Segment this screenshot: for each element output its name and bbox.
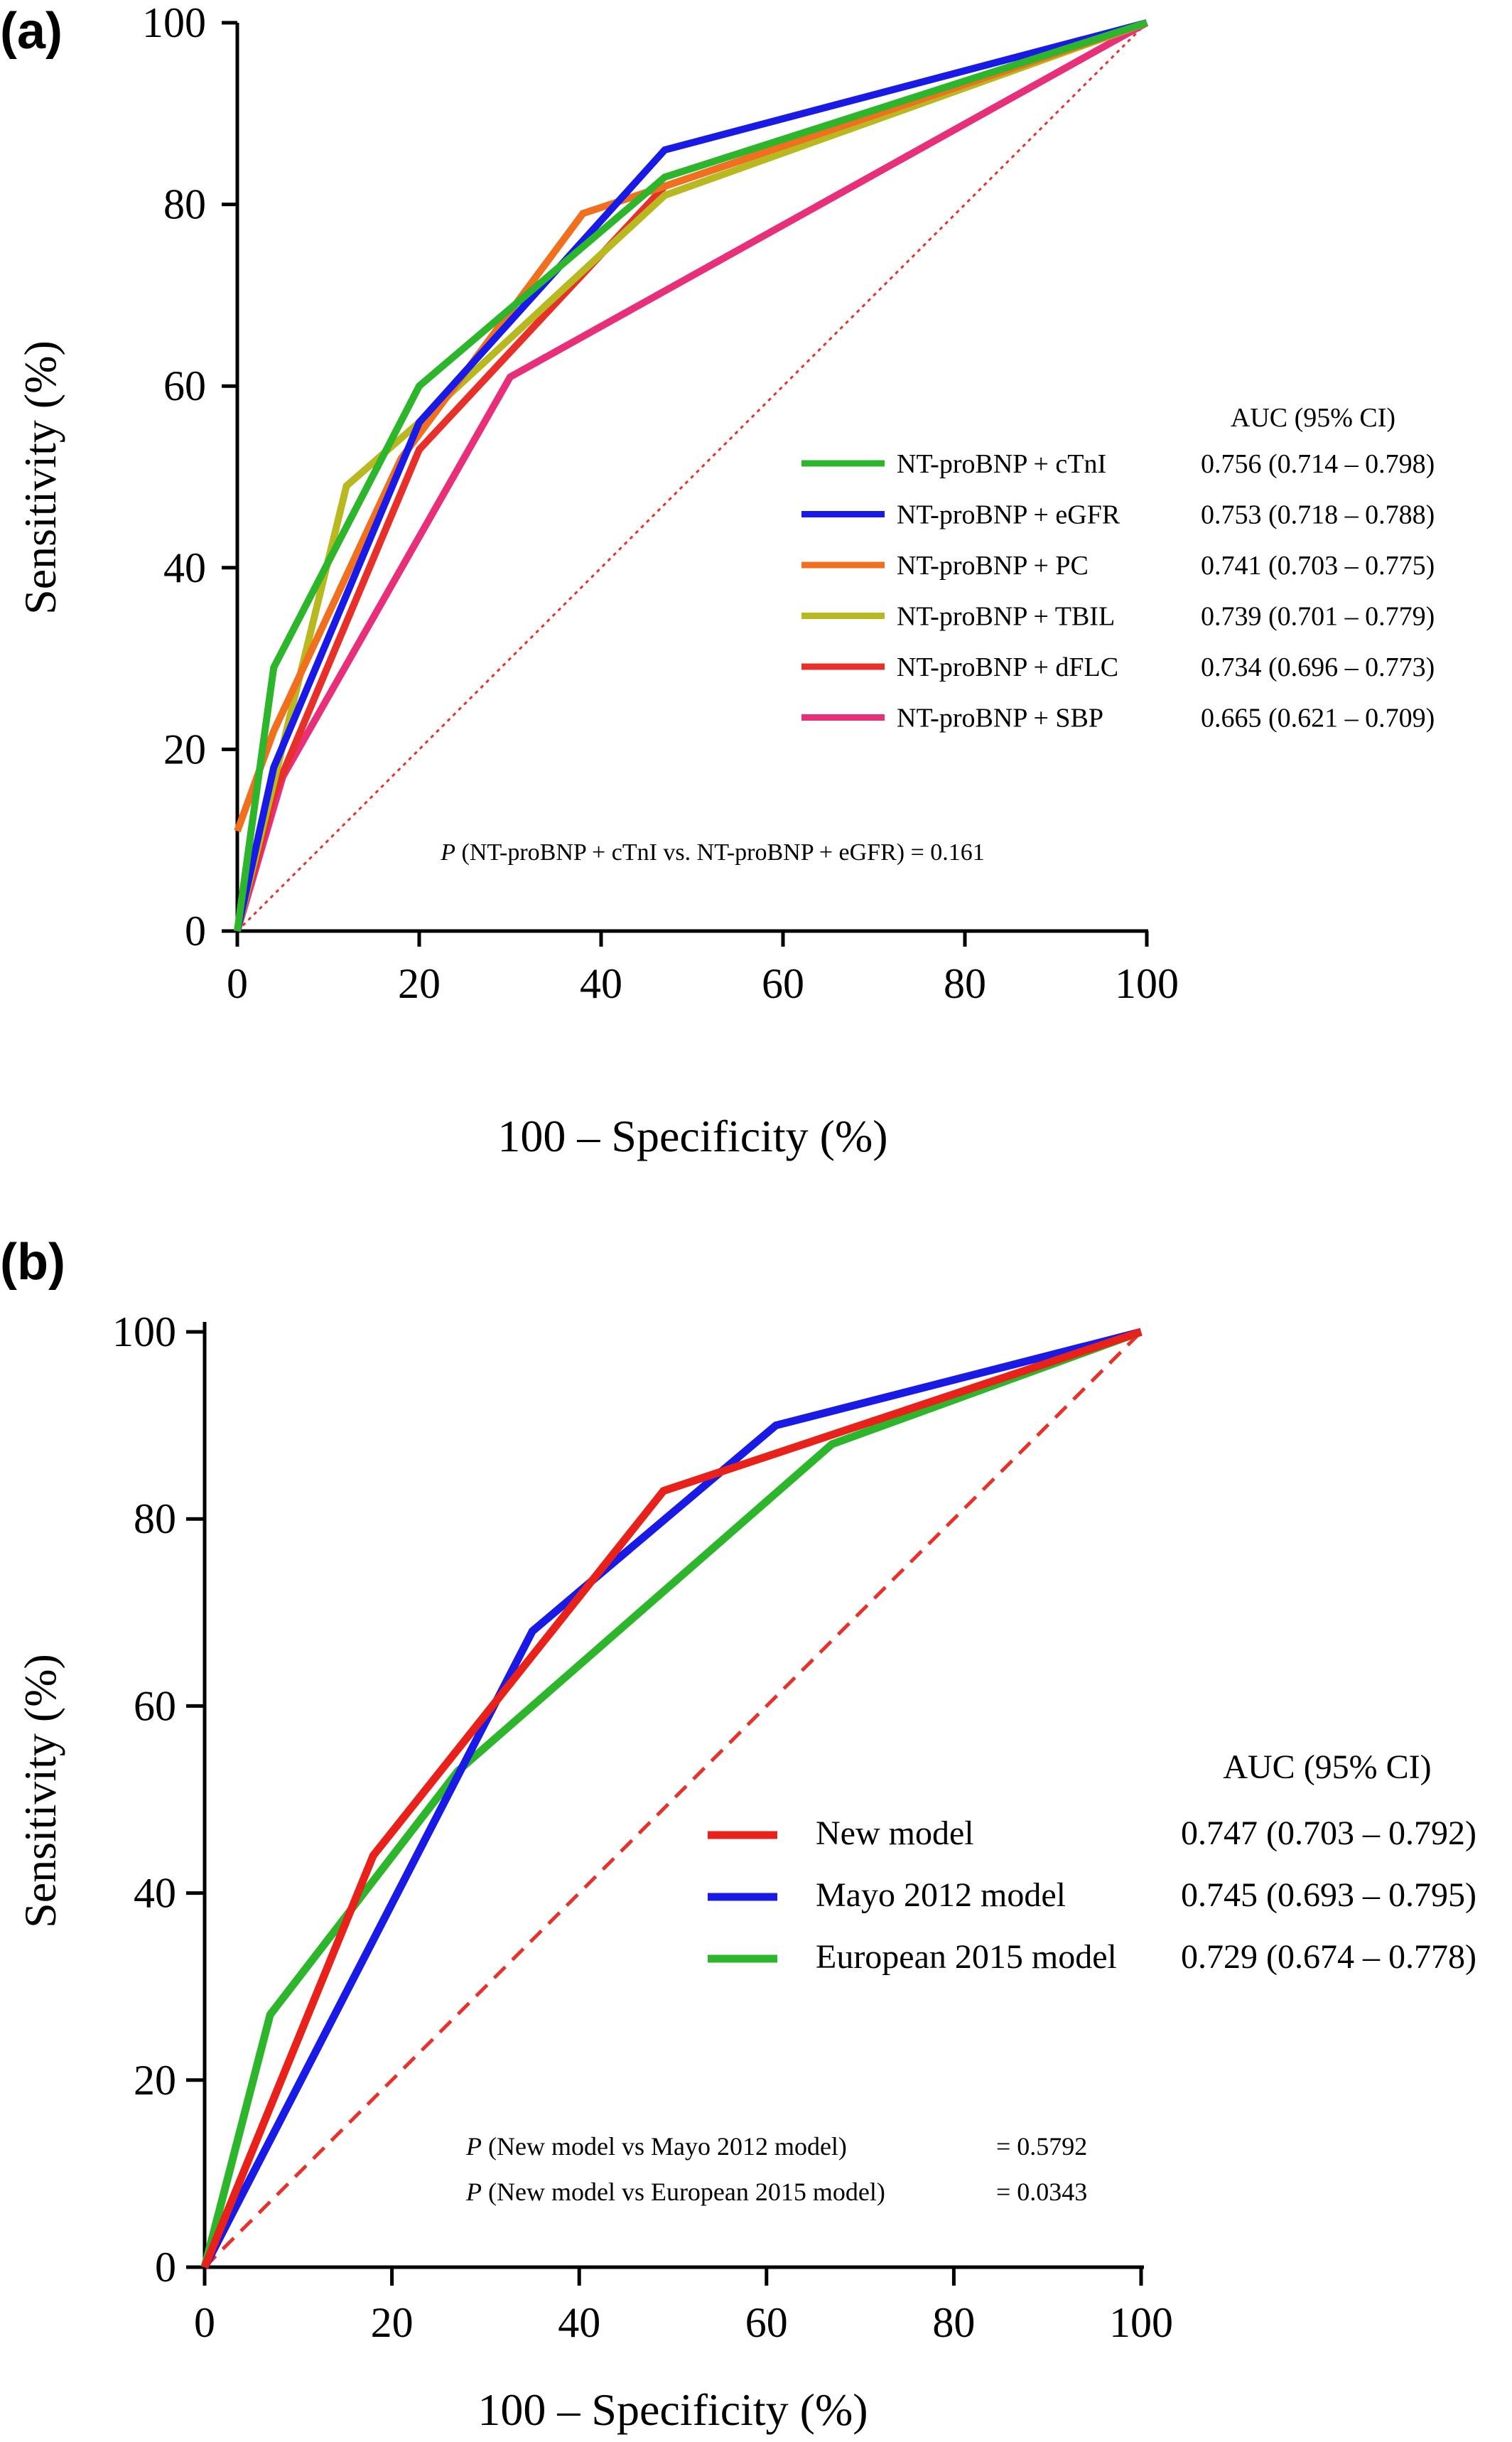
y-tick-label: 100: [142, 0, 206, 46]
y-tick-label: 20: [134, 2057, 176, 2104]
panel-a-x-axis-title: 100 – Specificity (%): [497, 1111, 887, 1161]
y-tick-label: 40: [163, 544, 206, 591]
panel-b-p-value-2: = 0.0343: [996, 2178, 1087, 2206]
legend-auc: 0.747 (0.703 – 0.792): [1181, 1814, 1476, 1852]
x-tick-label: 100: [1109, 2299, 1173, 2346]
panel-a-p-text: (NT-proBNP + cTnI vs. NT-proBNP + eGFR) …: [455, 839, 985, 866]
x-tick-label: 60: [745, 2299, 788, 2346]
legend-auc: 0.739 (0.701 – 0.779): [1201, 602, 1435, 632]
legend-item: NT-proBNP + SBP 0.665 (0.621 – 0.709): [801, 704, 1435, 733]
panel-b-y-axis-title: Sensitivity (%): [15, 1654, 65, 1928]
legend-item: NT-proBNP + cTnI 0.756 (0.714 – 0.798): [801, 449, 1435, 479]
panel-b-p2-text: (New model vs European 2015 model): [482, 2178, 885, 2206]
panel-a-legend: NT-proBNP + cTnI 0.756 (0.714 – 0.798)NT-…: [801, 449, 1435, 733]
y-tick-label: 60: [163, 362, 206, 409]
x-tick-label: 20: [371, 2299, 414, 2346]
legend-item: NT-proBNP + PC 0.741 (0.703 – 0.775): [801, 551, 1435, 581]
legend-label: NT-proBNP + PC: [897, 551, 1089, 581]
panel-b-reference-line: [203, 1330, 1143, 2269]
panel-a-y-axis-title: Sensitivity (%): [15, 340, 65, 615]
x-tick-label: 20: [398, 960, 441, 1007]
panel-b: (b) 0 20 40 60 80 100 0 20 40 60 80 100 Sensitivity…: [0, 1234, 1476, 2435]
legend-label: New model: [816, 1814, 974, 1852]
y-tick-label: 40: [134, 1870, 176, 1917]
legend-label: European 2015 model: [816, 1938, 1117, 1976]
panel-b-legend: New model 0.747 (0.703 – 0.792) Mayo 2012 …: [708, 1814, 1476, 1976]
legend-item: European 2015 model 0.729 (0.674 – 0.778): [708, 1938, 1476, 1976]
series-line-mayo-2012-model: [201, 1328, 1143, 2269]
panel-b-label: (b): [0, 1234, 65, 1291]
panel-b-p2-italic: P: [465, 2178, 482, 2206]
y-tick-label: 60: [134, 1682, 176, 1729]
series-line-nt-probnp-ctni: [234, 19, 1148, 932]
legend-auc: 0.753 (0.718 – 0.788): [1201, 500, 1435, 530]
panel-b-series-lines: [200, 1328, 1143, 2269]
panel-b-ticks: 0 20 40 60 80 100 0 20 40 60 80 100: [112, 1308, 1173, 2346]
series-line-new-model: [200, 1328, 1143, 2269]
panel-b-x-axis-title: 100 – Specificity (%): [477, 2384, 868, 2435]
panel-b-p-value-note-1: P (New model vs Mayo 2012 model): [465, 2132, 847, 2161]
legend-label: NT-proBNP + TBIL: [897, 602, 1115, 632]
legend-auc: 0.729 (0.674 – 0.778): [1181, 1938, 1476, 1976]
panel-b-axes: [202, 1322, 1144, 2269]
series-line-nt-probnp-egfr: [234, 19, 1148, 932]
legend-item: NT-proBNP + dFLC 0.734 (0.696 – 0.773): [801, 652, 1435, 682]
y-tick-label: 100: [112, 1308, 176, 1355]
legend-auc: 0.741 (0.703 – 0.775): [1201, 551, 1435, 581]
x-tick-label: 40: [558, 2299, 600, 2346]
panel-b-p1-italic: P: [465, 2132, 482, 2161]
panel-a: (a) 0 20 40 60 80 100 0 20 40 60 80 100 Sensitivity…: [0, 0, 1435, 1161]
panel-a-p-value-note: P (NT-proBNP + cTnI vs. NT-proBNP + eGFR…: [440, 839, 985, 866]
x-tick-label: 0: [227, 960, 248, 1007]
legend-auc: 0.745 (0.693 – 0.795): [1181, 1876, 1476, 1914]
panel-b-p-value-1: = 0.5792: [996, 2132, 1087, 2161]
panel-a-ticks: 0 20 40 60 80 100 0 20 40 60 80 100: [142, 0, 1179, 1007]
panel-a-series-lines: [234, 19, 1149, 932]
y-tick-label: 80: [134, 1495, 176, 1542]
legend-label: NT-proBNP + eGFR: [897, 500, 1120, 530]
x-tick-label: 40: [580, 960, 622, 1007]
panel-a-p-italic: P: [440, 839, 455, 866]
legend-label: Mayo 2012 model: [816, 1876, 1066, 1914]
panel-b-legend-header: AUC (95% CI): [1223, 1748, 1431, 1786]
panel-b-p1-text: (New model vs Mayo 2012 model): [482, 2132, 847, 2161]
panel-b-p-value-note-2: P (New model vs European 2015 model): [465, 2178, 885, 2206]
panel-a-axes: [235, 23, 1148, 933]
panel-a-legend-header: AUC (95% CI): [1231, 403, 1395, 433]
y-tick-label: 80: [163, 181, 206, 228]
legend-item: Mayo 2012 model 0.745 (0.693 – 0.795): [708, 1876, 1476, 1914]
legend-auc: 0.734 (0.696 – 0.773): [1201, 652, 1435, 682]
legend-label: NT-proBNP + cTnI: [897, 449, 1106, 479]
legend-item: NT-proBNP + TBIL 0.739 (0.701 – 0.779): [801, 602, 1435, 632]
legend-item: New model 0.747 (0.703 – 0.792): [708, 1814, 1476, 1852]
legend-auc: 0.756 (0.714 – 0.798): [1201, 449, 1435, 479]
y-tick-label: 0: [155, 2244, 176, 2291]
legend-label: NT-proBNP + SBP: [897, 704, 1103, 733]
x-tick-label: 100: [1115, 960, 1179, 1007]
legend-auc: 0.665 (0.621 – 0.709): [1201, 704, 1435, 733]
panel-a-reference-line: [236, 21, 1148, 932]
x-tick-label: 0: [194, 2299, 215, 2346]
legend-item: NT-proBNP + eGFR 0.753 (0.718 – 0.788): [801, 500, 1435, 530]
y-tick-label: 0: [185, 908, 206, 954]
x-tick-label: 80: [944, 960, 986, 1007]
series-line-nt-probnp-pc: [234, 19, 1148, 833]
panel-a-label: (a): [0, 3, 63, 60]
x-tick-label: 80: [932, 2299, 975, 2346]
panel-b-p-value-notes: P (New model vs Mayo 2012 model) = 0.579…: [465, 2132, 1087, 2206]
x-tick-label: 60: [762, 960, 804, 1007]
y-tick-label: 20: [163, 726, 206, 773]
legend-label: NT-proBNP + dFLC: [897, 652, 1118, 682]
